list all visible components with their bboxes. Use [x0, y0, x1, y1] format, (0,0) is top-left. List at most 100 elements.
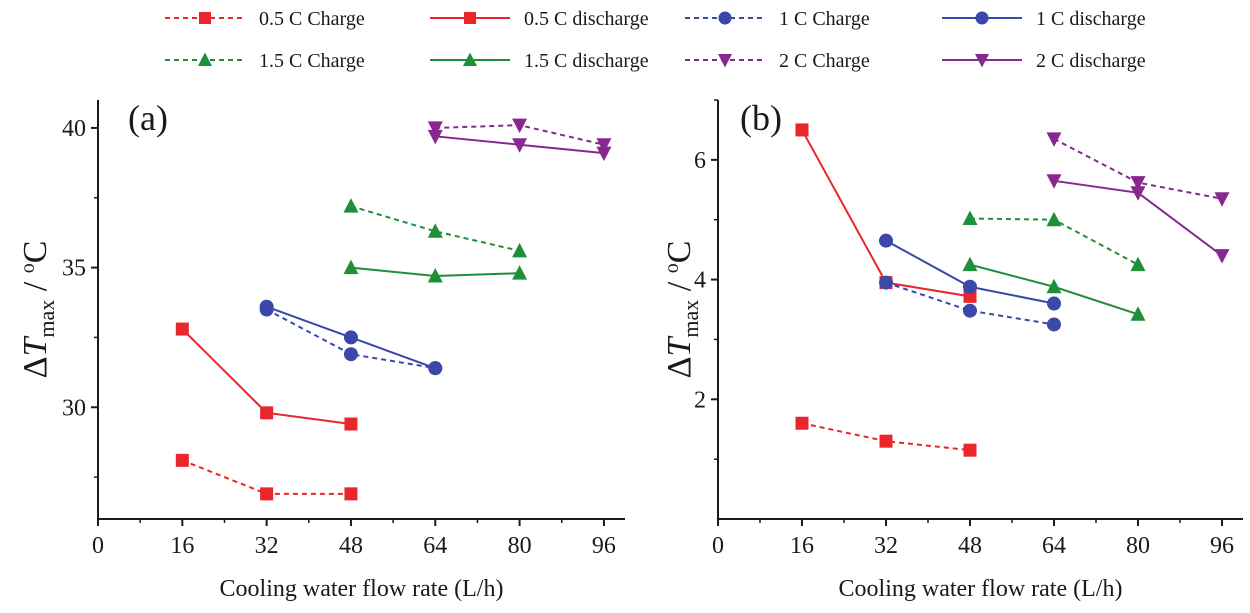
legend-label: 2 C Charge	[779, 50, 870, 72]
legend-marker	[463, 52, 477, 66]
data-point-0-5-c-charge	[879, 434, 893, 448]
series-1-c-charge	[879, 275, 1061, 332]
data-point-2-c-charge	[1130, 176, 1146, 191]
y-label-delta: Δ	[661, 357, 698, 379]
data-point-1-5-c-discharge	[343, 259, 359, 275]
x-tick-label: 16	[170, 533, 194, 559]
legend-label: 1 C Charge	[779, 8, 870, 30]
legend-marker	[975, 11, 989, 25]
y-label-subscript: max	[34, 300, 59, 338]
series-1-c-discharge	[259, 299, 443, 376]
data-point-2-c-discharge	[1130, 186, 1146, 201]
y-label-degree: o	[661, 263, 683, 273]
data-point-1-c-discharge	[879, 233, 893, 248]
panel-label: (b)	[740, 98, 782, 138]
data-point-1-5-c-charge	[1130, 256, 1146, 272]
legend-label: 1 C discharge	[1036, 8, 1146, 30]
data-point-2-c-charge	[596, 138, 612, 153]
series-2-c-discharge	[427, 129, 612, 162]
series-1-5-c-charge	[343, 198, 528, 258]
y-tick-label: 6	[694, 148, 706, 174]
series-0-5-c-charge	[175, 453, 358, 501]
data-point-1-5-c-charge	[427, 223, 443, 238]
legend-item-0-5-c-discharge: 0.5 C discharge	[430, 8, 649, 30]
data-point-1-5-c-discharge	[512, 265, 528, 280]
data-point-0-5-c-charge	[795, 416, 809, 430]
data-point-0-5-c-discharge	[795, 123, 809, 137]
data-point-1-c-charge	[963, 303, 977, 318]
x-tick-label: 64	[423, 533, 447, 559]
data-point-2-c-discharge	[1214, 249, 1230, 264]
y-axis-label: ΔTmax / oC	[661, 241, 703, 379]
data-point-2-c-discharge	[596, 146, 612, 162]
x-axis-label: Cooling water flow rate (L/h)	[220, 576, 504, 602]
series-0-5-c-charge	[795, 416, 977, 457]
x-tick-label: 64	[1042, 533, 1066, 559]
legend-marker	[718, 11, 732, 25]
y-label-symbol: T	[17, 336, 54, 357]
data-point-2-c-charge	[512, 118, 528, 134]
legend-marker	[198, 52, 212, 66]
data-point-2-c-charge	[1046, 132, 1062, 147]
data-point-0-5-c-discharge	[260, 406, 274, 420]
data-point-1-c-discharge	[1047, 296, 1061, 311]
series-1-c-discharge	[879, 233, 1061, 311]
y-label-unit: C	[661, 241, 698, 264]
data-point-2-c-discharge	[427, 129, 443, 145]
series-2-c-discharge	[1046, 174, 1230, 264]
legend-item-1-5-c-charge: 1.5 C Charge	[165, 50, 365, 72]
data-point-0-5-c-charge	[963, 443, 977, 457]
legend-item-1-c-charge: 1 C Charge	[685, 8, 870, 30]
legend-marker	[464, 12, 476, 24]
y-tick-label: 35	[62, 256, 86, 282]
x-tick-label: 16	[790, 533, 814, 559]
data-point-0-5-c-discharge	[175, 322, 189, 336]
series-2-c-charge	[427, 118, 612, 153]
data-point-1-5-c-charge	[962, 210, 978, 226]
series-line-1-5-c-charge	[350, 205, 520, 252]
data-point-0-5-c-discharge	[344, 417, 358, 431]
y-label-degree: o	[17, 263, 39, 273]
x-tick-label: 80	[508, 533, 532, 559]
data-point-2-c-charge	[1214, 192, 1230, 207]
y-label-subscript: max	[678, 300, 703, 338]
data-point-0-5-c-charge	[344, 487, 358, 501]
x-tick-label: 96	[1210, 533, 1234, 559]
y-tick-label: 2	[694, 387, 706, 413]
x-tick-label: 80	[1126, 533, 1150, 559]
data-point-1-5-c-discharge	[1130, 306, 1146, 321]
legend-marker	[975, 54, 989, 68]
data-point-2-c-discharge	[512, 138, 528, 153]
x-tick-label: 48	[958, 533, 982, 559]
series-1-5-c-charge	[962, 210, 1146, 272]
data-point-1-c-charge	[343, 347, 358, 362]
x-tick-label: 32	[874, 533, 898, 559]
series-line-0-5-c-discharge	[801, 129, 971, 298]
legend-item-2-c-charge: 2 C Charge	[685, 50, 870, 72]
data-point-0-5-c-charge	[175, 453, 189, 467]
x-tick-label: 0	[712, 533, 724, 559]
data-point-1-5-c-charge	[1046, 211, 1062, 227]
y-tick-label: 40	[62, 116, 86, 142]
data-point-1-c-charge	[879, 275, 893, 290]
data-point-1-c-discharge	[343, 330, 358, 345]
series-1-5-c-discharge	[343, 259, 528, 283]
x-tick-label: 32	[255, 533, 279, 559]
y-label-delta: Δ	[17, 357, 54, 379]
data-point-0-5-c-discharge	[963, 289, 977, 303]
legend-label: 0.5 C Charge	[259, 8, 365, 30]
y-tick-label: 30	[62, 395, 86, 421]
legend-item-0-5-c-charge: 0.5 C Charge	[165, 8, 365, 30]
y-label-sep: /	[17, 273, 54, 299]
data-point-1-c-discharge	[963, 279, 977, 294]
x-tick-label: 0	[92, 533, 104, 559]
series-line-1-c-charge	[266, 308, 436, 370]
legend-label: 0.5 C discharge	[524, 8, 649, 30]
y-tick-label: 4	[694, 268, 706, 294]
legend-item-2-c-discharge: 2 C discharge	[942, 50, 1146, 72]
y-label-unit: C	[17, 241, 54, 264]
data-point-1-c-charge	[1047, 317, 1061, 332]
data-point-1-5-c-discharge	[427, 267, 443, 283]
legend-item-1-5-c-discharge: 1.5 C discharge	[430, 50, 649, 72]
